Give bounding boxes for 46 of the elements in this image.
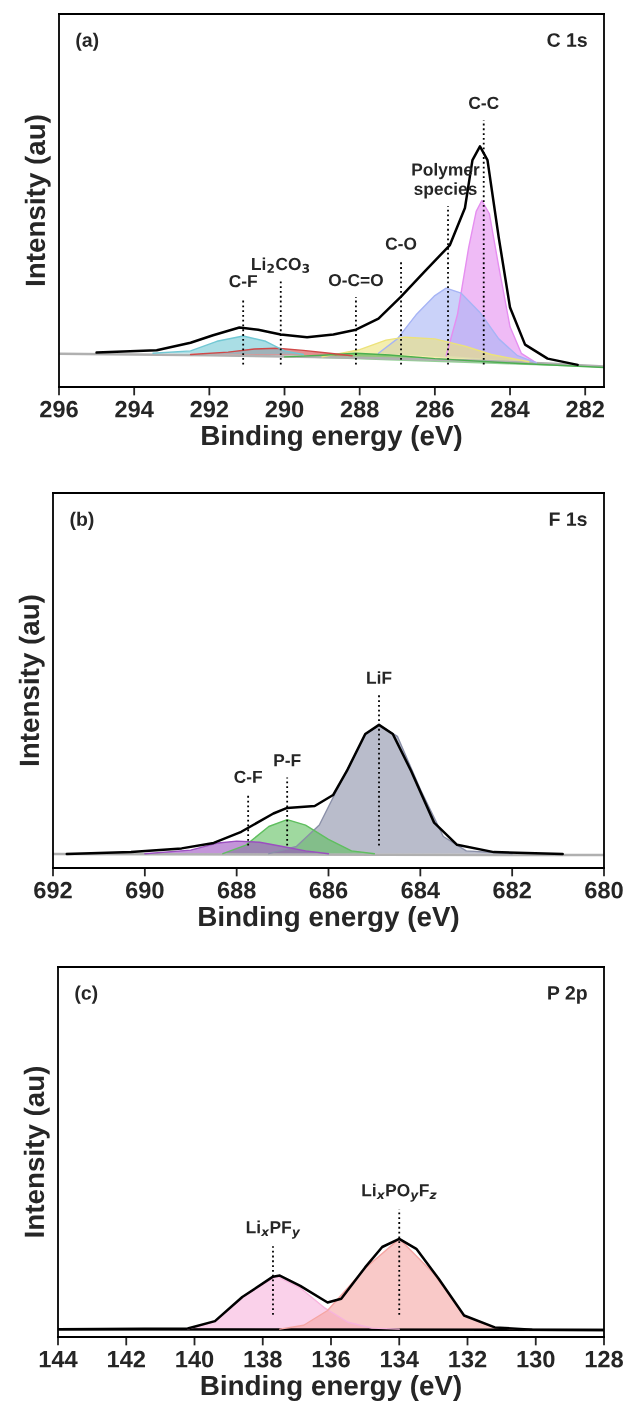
x-tick-label: 294 — [115, 400, 154, 418]
x-tick-label: 680 — [585, 881, 623, 899]
x-tick-label: 692 — [34, 881, 72, 899]
y-axis-title: Intensity (au) — [23, 1066, 50, 1237]
x-tick-label: 288 — [340, 400, 379, 418]
x-tick-label: 134 — [381, 1350, 419, 1368]
x-tick-label: 684 — [401, 881, 440, 899]
x-tick-label: 138 — [244, 1350, 282, 1368]
x-axis-title: Binding energy (eV) — [201, 1374, 461, 1401]
ref-line-label: Li$_{2}$CO$_{3}$ — [252, 257, 310, 273]
x-tick-label: 132 — [449, 1350, 487, 1368]
chart-subtitle: C 1s — [547, 33, 587, 47]
x-tick-label: 682 — [493, 881, 531, 899]
x-axis-title: Binding energy (eV) — [199, 905, 459, 932]
ref-line-label: Li$_{x}$PO$_{y}$F$_{z}$ — [362, 1183, 437, 1202]
x-tick-label: 128 — [585, 1350, 623, 1368]
chart-title: (b) — [70, 511, 94, 530]
x-tick-label: 130 — [517, 1350, 555, 1368]
x-tick-label: 690 — [126, 881, 164, 899]
ref-line-label: P-F — [274, 754, 301, 767]
ref-line-label: LiF — [367, 671, 392, 684]
x-tick-label: 282 — [566, 400, 604, 418]
chart-title: (c) — [75, 985, 98, 1004]
ref-line-label: Li$_{x}$PF$_{y}$ — [246, 1220, 301, 1239]
x-tick-label: 286 — [415, 400, 454, 418]
ref-line-label: O-C=O — [328, 273, 383, 287]
y-axis-title: Intensity (au) — [18, 595, 45, 766]
x-tick-label: 296 — [40, 400, 78, 418]
ref-line-label: C-O — [385, 237, 417, 250]
ref-line-label: C-F — [229, 274, 257, 288]
x-tick-label: 686 — [309, 881, 348, 899]
x-tick-label: 290 — [265, 400, 304, 418]
x-tick-label: 292 — [190, 400, 229, 418]
x-tick-label: 144 — [39, 1351, 78, 1368]
x-axis-title: Binding energy (eV) — [202, 424, 462, 451]
ref-line-label: C-C — [469, 96, 499, 110]
y-axis-title: Intensity (au) — [24, 115, 51, 286]
x-tick-label: 136 — [312, 1350, 350, 1368]
x-tick-label: 140 — [176, 1350, 214, 1368]
chart-subtitle: F 1s — [549, 512, 587, 527]
ref-line-label: C-F — [234, 770, 262, 783]
x-tick-label: 284 — [491, 400, 530, 418]
chart-title: (a) — [76, 32, 99, 51]
x-tick-label: 142 — [108, 1350, 145, 1368]
chart-subtitle: P 2p — [548, 986, 587, 1004]
x-tick-label: 688 — [217, 881, 256, 899]
